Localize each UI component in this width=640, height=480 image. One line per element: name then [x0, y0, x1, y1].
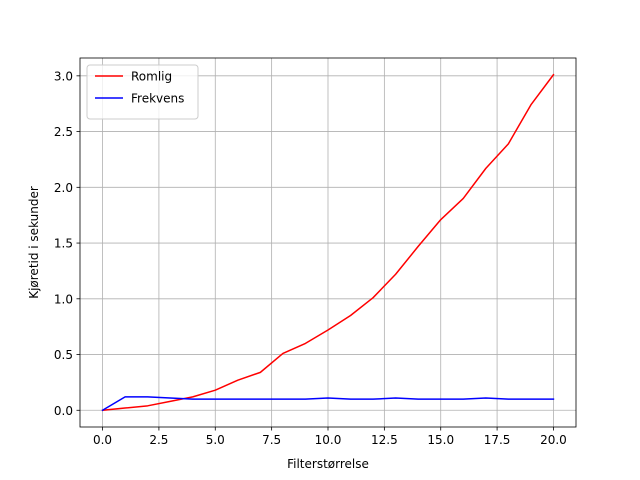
- series-line-frekvens: [101, 396, 555, 412]
- legend-item-frekvens: Frekvens: [95, 92, 184, 106]
- x-tick-label: 15.0: [427, 433, 454, 447]
- x-tick-label: 5.0: [206, 433, 225, 447]
- x-tick-label: 12.5: [371, 433, 398, 447]
- x-tick-label: 7.5: [262, 433, 281, 447]
- series-line-romlig: [101, 73, 555, 412]
- x-axis-label: Filterstørrelse: [287, 457, 369, 471]
- y-tick-label: 0.5: [54, 348, 73, 362]
- legend: Romlig Frekvens: [86, 64, 199, 120]
- y-axis-label: Kjøretid i sekunder: [27, 186, 41, 299]
- legend-item-romlig: Romlig: [95, 70, 172, 84]
- x-tick-label: 17.5: [484, 433, 511, 447]
- series-lines: [101, 73, 555, 412]
- y-tick-label: 2.5: [54, 125, 73, 139]
- x-tick-label: 0.0: [93, 433, 112, 447]
- y-tick-label: 3.0: [54, 69, 73, 83]
- axis-ticks: 0.0 2.5 5.0 7.5 10.0 12.5 15.0 17.5 20.0 0.0 0.5 1.…: [54, 69, 567, 447]
- x-tick-label: 20.0: [540, 433, 567, 447]
- y-tick-label: 0.0: [54, 404, 73, 418]
- y-tick-label: 1.0: [54, 292, 73, 306]
- y-tick-label: 2.0: [54, 181, 73, 195]
- legend-label: Romlig: [131, 70, 172, 84]
- y-tick-label: 1.5: [54, 237, 73, 251]
- legend-box: [86, 64, 199, 120]
- grid: [80, 58, 576, 427]
- legend-label: Frekvens: [131, 92, 184, 106]
- x-tick-label: 2.5: [149, 433, 168, 447]
- x-tick-label: 10.0: [315, 433, 342, 447]
